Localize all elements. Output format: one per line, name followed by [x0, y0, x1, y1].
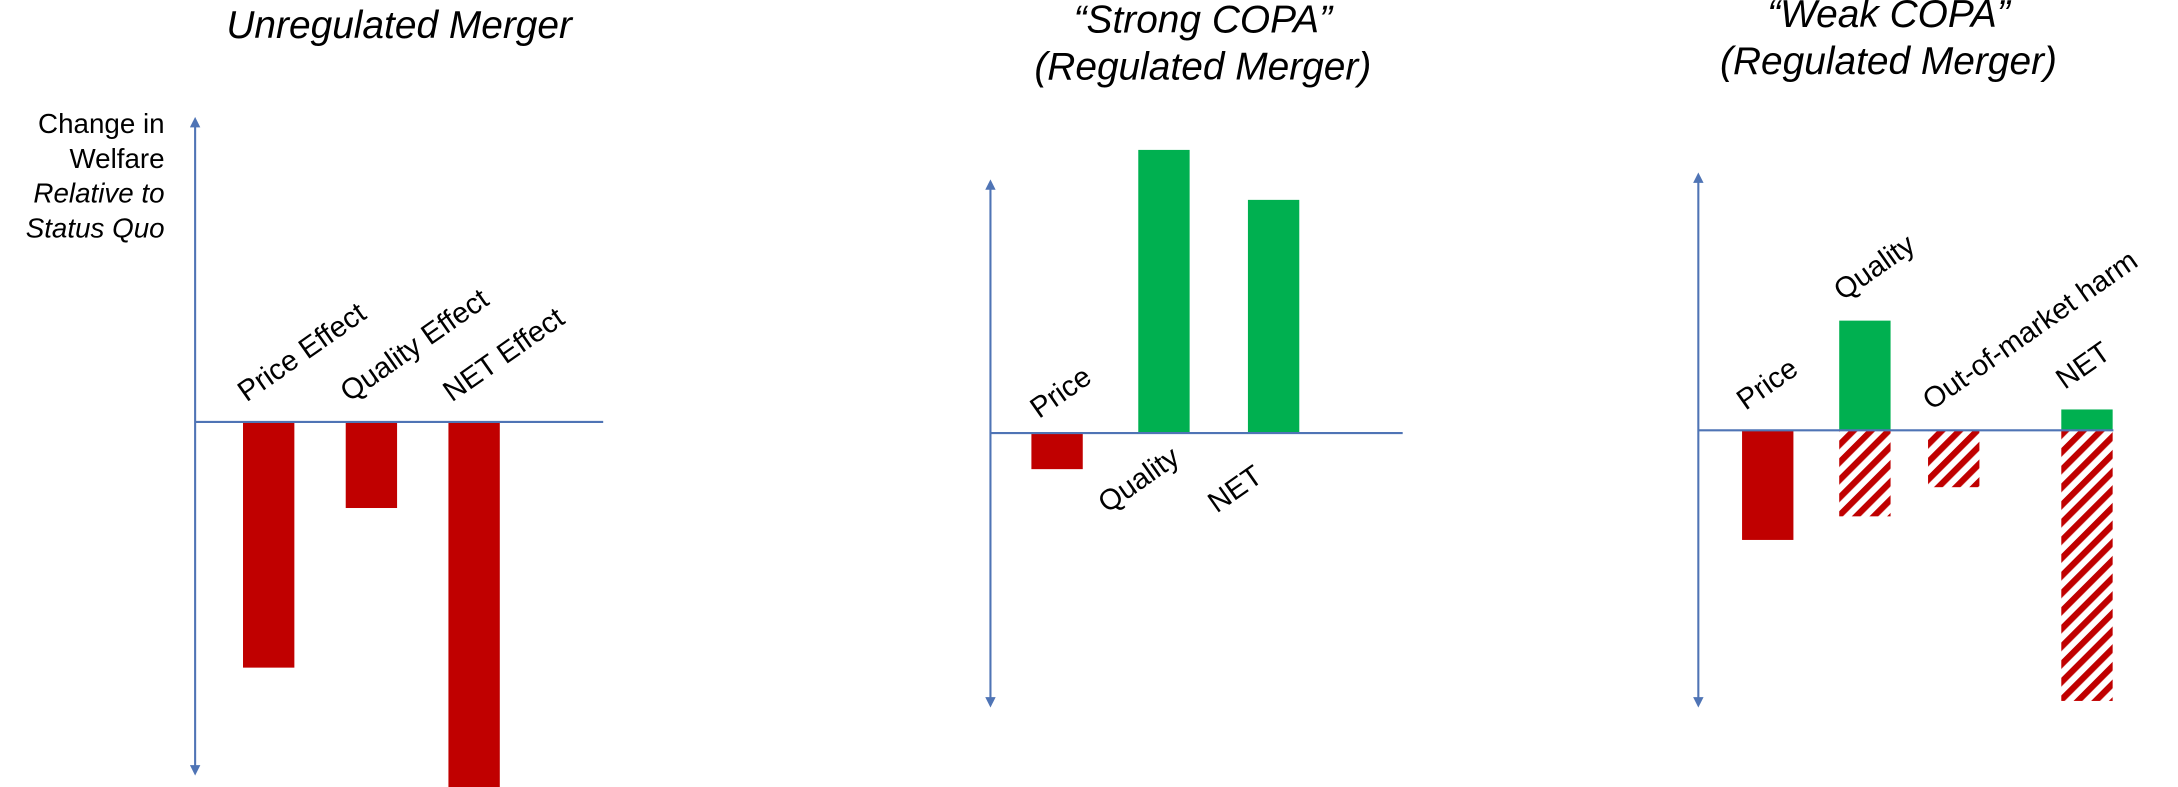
chart-subtitle: (Regulated Merger)	[1720, 40, 2057, 83]
y-label: Change in Welfare Relative to Status Quo	[1, 108, 165, 247]
bar	[1839, 320, 1891, 431]
bar	[448, 421, 500, 787]
category-label: Quality	[1093, 441, 1186, 519]
chart-subtitle: (Regulated Merger)	[1034, 46, 1371, 89]
hatched-bar	[1928, 430, 1980, 488]
category-label: Quality	[1828, 228, 1921, 306]
category-label: Out-of-market harm	[1917, 245, 2143, 417]
category-label: Price	[1731, 352, 1804, 416]
y-label-note: Relative to Status Quo	[25, 179, 165, 245]
chart-title: “Weak COPA”	[1767, 0, 2012, 36]
bar	[2061, 409, 2113, 431]
y-label-text: Change in Welfare	[38, 109, 165, 175]
category-label: NET	[1202, 460, 1268, 520]
y-label-box: Change in Welfare Relative to Status Quo	[1, 108, 165, 247]
category-label: Price	[1025, 361, 1098, 425]
bar	[243, 421, 295, 668]
bar	[1138, 149, 1190, 434]
bar	[345, 421, 398, 509]
bar	[1031, 433, 1083, 470]
bar	[1742, 430, 1794, 540]
hatched-bar	[2061, 430, 2113, 701]
hatched-bar	[1839, 430, 1891, 517]
chart-title: Unregulated Merger	[226, 4, 574, 47]
bar	[1247, 199, 1300, 434]
chart-title: “Strong COPA”	[1074, 0, 1334, 41]
category-label: NET	[2050, 336, 2116, 396]
